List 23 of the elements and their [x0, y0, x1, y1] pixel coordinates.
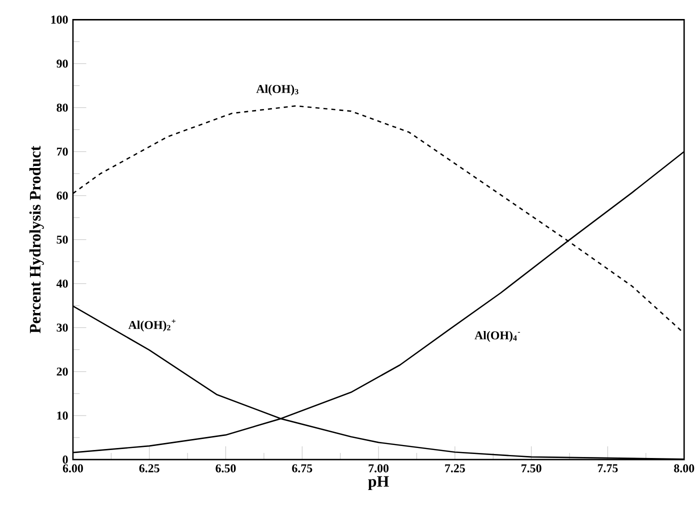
y-tick-label: 20: [56, 368, 68, 376]
y-tick-label: 50: [56, 236, 68, 244]
x-tick-label: 6.50: [216, 464, 236, 473]
y-axis-title: Percent Hydrolysis Product: [29, 146, 44, 334]
series-label: Al(OH)$_{3}$: [256, 84, 298, 96]
y-tick-label: 80: [56, 104, 68, 112]
y-tick-label: 70: [56, 148, 68, 156]
x-tick-label: 6.25: [139, 464, 160, 472]
y-tick-label: 60: [56, 192, 68, 200]
x-tick-label: 7.00: [368, 464, 389, 473]
y-tick-label: 100: [51, 16, 68, 24]
y-tick-label: 0: [62, 456, 68, 464]
x-axis-title: pH: [368, 476, 389, 490]
x-tick-label: 7.25: [445, 464, 465, 472]
y-tick-label: 40: [56, 280, 68, 288]
x-tick-label: 6.00: [62, 464, 83, 473]
y-tick-label: 10: [57, 412, 68, 420]
x-tick-label: 8.00: [674, 464, 694, 473]
y-tick-label: 90: [56, 60, 68, 68]
x-tick-label: 7.50: [522, 464, 542, 473]
x-tick-label: 7.75: [598, 464, 618, 472]
y-tick-label: 30: [56, 324, 68, 332]
x-tick-label: 6.75: [292, 464, 312, 472]
